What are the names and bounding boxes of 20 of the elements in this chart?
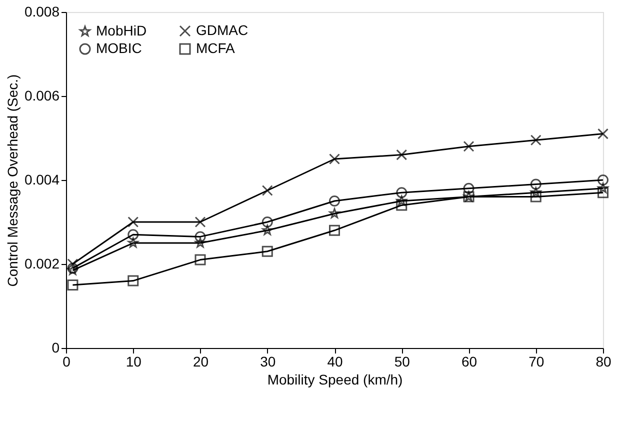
y-tick-label: 0.006: [24, 88, 60, 104]
legend-label: MobHiD: [96, 22, 147, 38]
x-tick-label: 50: [394, 354, 410, 370]
y-tick-label: 0.004: [24, 172, 60, 188]
x-tick-label: 10: [126, 354, 142, 370]
y-axis-title: Control Message Overhead (Sec.): [4, 74, 20, 287]
legend-label: MOBIC: [96, 40, 142, 56]
x-tick-label: 80: [596, 354, 612, 370]
x-tick-label: 30: [260, 354, 276, 370]
y-tick-label: 0.008: [24, 4, 60, 20]
x-tick-label: 70: [528, 354, 544, 370]
x-tick-label: 0: [62, 354, 71, 370]
legend-label: MCFA: [196, 40, 236, 56]
legend-label: GDMAC: [196, 22, 248, 38]
x-axis-title: Mobility Speed (km/h): [267, 372, 403, 388]
x-tick-label: 60: [461, 354, 478, 370]
y-tick-label: 0.002: [24, 256, 60, 272]
y-tick-label: 0: [52, 340, 60, 356]
x-tick-label: 40: [327, 354, 343, 370]
x-tick-label: 20: [192, 354, 209, 370]
